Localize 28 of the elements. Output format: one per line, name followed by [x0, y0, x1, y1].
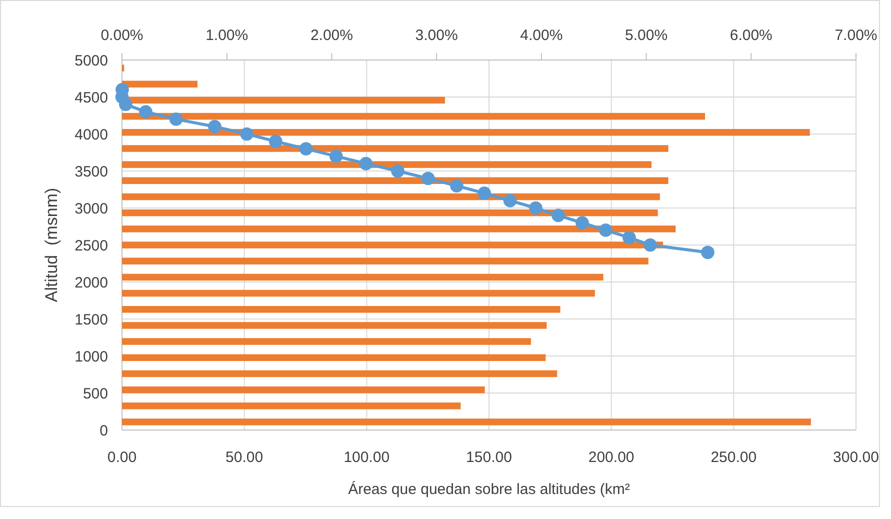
y-tick-label: 3000: [74, 200, 108, 218]
x-tick-label: 200.00: [588, 449, 634, 466]
x2-tick-label: 3.00%: [415, 27, 458, 44]
x2-tick-label: 7.00%: [834, 27, 878, 44]
x-axis-title: Áreas que quedan sobre las altitudes (km²: [348, 480, 630, 498]
y-tick-label: 4500: [74, 89, 108, 106]
y-tick-label: 4000: [74, 126, 108, 144]
y-tick-label: 0: [100, 422, 108, 440]
x2-tick-label: 4.00%: [520, 27, 563, 44]
y-tick-label: 500: [82, 385, 108, 402]
y-tick-label: 1000: [74, 348, 108, 366]
y-tick-label: 2000: [74, 274, 108, 292]
x2-tick-label: 5.00%: [625, 27, 668, 44]
y-tick-label: 3500: [74, 163, 108, 180]
x-tick-label: 50.00: [226, 449, 264, 466]
x2-tick-label: 1.00%: [206, 27, 248, 44]
x-tick-label: 300.00: [833, 449, 879, 466]
x2-tick-label: 2.00%: [310, 27, 353, 44]
x-tick-label: 150.00: [466, 449, 512, 466]
x-tick-label: 100.00: [344, 449, 390, 466]
y-tick-label: 5000: [74, 52, 108, 70]
x-tick-label: 250.00: [710, 449, 757, 466]
y-tick-label: 2500: [74, 237, 108, 254]
x2-tick-label: 6.00%: [730, 27, 772, 44]
x2-tick-label: 0.00%: [100, 27, 144, 44]
y-tick-label: 1500: [74, 311, 108, 328]
x-tick-label: 0.00: [107, 449, 137, 466]
y-axis-title: Altitud (msnm): [42, 188, 61, 302]
